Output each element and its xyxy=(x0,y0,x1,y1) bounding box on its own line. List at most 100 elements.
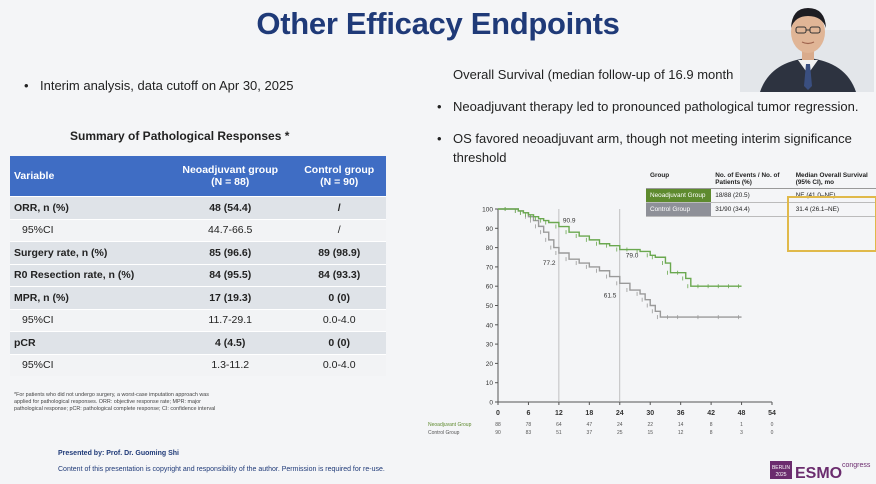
header-control: Control group (N = 90) xyxy=(292,156,386,197)
bullet-regression: Neoadjuvant therapy led to pronounced pa… xyxy=(437,99,858,114)
risk-count: 22 xyxy=(647,422,653,428)
header-neo-label: Neoadjuvant group xyxy=(182,164,279,176)
header-ctl-n: (N = 90) xyxy=(320,176,359,188)
risk-count: 14 xyxy=(678,422,684,428)
header-ctl-label: Control group xyxy=(304,164,375,176)
risk-count: 12 xyxy=(678,430,684,436)
risk-count: 3 xyxy=(740,430,743,436)
risk-count: 1 xyxy=(740,422,743,428)
y-tick-label: 90 xyxy=(486,226,494,233)
header-neo-n: (N = 88) xyxy=(211,176,250,188)
survival-annotation: 61.5 xyxy=(604,292,617,299)
y-tick-label: 50 xyxy=(486,303,494,310)
row-ctl-value: 0.0-4.0 xyxy=(292,308,386,332)
y-tick-label: 70 xyxy=(486,264,494,271)
row-neo-value: 1.3-11.2 xyxy=(168,353,293,376)
risk-count: 15 xyxy=(647,430,653,436)
y-tick-label: 0 xyxy=(489,400,493,407)
logo-city: BERLIN xyxy=(772,465,790,471)
row-ctl-value: 84 (93.3) xyxy=(292,263,386,287)
legend-median-neo: NE (41.0–NE) xyxy=(791,188,876,203)
row-label: pCR xyxy=(10,331,168,354)
risk-count: 64 xyxy=(556,422,562,428)
risk-count: 0 xyxy=(771,422,774,428)
y-tick-label: 40 xyxy=(486,322,494,329)
legend-events-neo: 18/88 (20.5) xyxy=(711,188,792,203)
logo-esmo: ESMO xyxy=(795,465,842,482)
row-ctl-value: 0 (0) xyxy=(292,286,386,309)
risk-count: 24 xyxy=(617,422,623,428)
row-label: 95%CI xyxy=(10,353,168,376)
x-tick-label: 54 xyxy=(768,410,776,417)
row-neo-value: 17 (19.3) xyxy=(168,286,293,309)
row-neo-value: 48 (54.4) xyxy=(168,196,293,219)
legend-median-ctl: 31.4 (26.1–NE) xyxy=(791,202,876,217)
legend-group-ctl: Control Group xyxy=(646,202,712,217)
risk-count: 83 xyxy=(526,430,532,436)
row-label: 95%CI xyxy=(10,218,168,242)
median-highlight-box xyxy=(787,196,876,252)
risk-count: 78 xyxy=(526,422,532,428)
y-tick-label: 30 xyxy=(486,342,494,349)
risk-count: 47 xyxy=(587,422,593,428)
y-tick-label: 60 xyxy=(486,284,494,291)
risk-count: 8 xyxy=(710,430,713,436)
y-tick-label: 10 xyxy=(486,380,494,387)
row-ctl-value: / xyxy=(292,218,386,242)
pathological-response-table: Variable Neoadjuvant group (N = 88) Cont… xyxy=(10,156,386,376)
bullet-os-favored: OS favored neoadjuvant arm, though not m… xyxy=(437,131,852,146)
table-title: Summary of Pathological Responses * xyxy=(70,129,290,143)
x-tick-label: 36 xyxy=(677,410,685,417)
x-tick-label: 24 xyxy=(616,410,624,417)
risk-count: 51 xyxy=(556,430,562,436)
table-row: MPR, n (%) 17 (19.3) 0 (0) xyxy=(10,286,386,309)
km-curve xyxy=(498,208,742,287)
row-neo-value: 11.7-29.1 xyxy=(168,308,293,332)
table-row: pCR 4 (4.5) 0 (0) xyxy=(10,331,386,354)
row-ctl-value: 89 (98.9) xyxy=(292,241,386,264)
legend-row-neoadjuvant: Neoadjuvant Group 18/88 (20.5) NE (41.0–… xyxy=(646,188,876,203)
risk-count: 90 xyxy=(495,430,501,436)
survival-annotation: 77.2 xyxy=(543,260,556,267)
legend-header-group: Group xyxy=(646,170,712,189)
risk-count: 8 xyxy=(710,422,713,428)
x-tick-label: 6 xyxy=(526,410,530,417)
copyright-notice: Content of this presentation is copyrigh… xyxy=(58,466,385,473)
y-tick-label: 80 xyxy=(486,245,494,252)
x-tick-label: 12 xyxy=(555,410,563,417)
legend-header-events: No. of Events / No. of Patients (%) xyxy=(711,170,792,189)
x-tick-label: 18 xyxy=(585,410,593,417)
row-label: R0 Resection rate, n (%) xyxy=(10,263,168,287)
table-row: 95%CI 11.7-29.1 0.0-4.0 xyxy=(10,308,386,332)
risk-count: 37 xyxy=(587,430,593,436)
table-row: 95%CI 1.3-11.2 0.0-4.0 xyxy=(10,353,386,376)
bullet-interim: Interim analysis, data cutoff on Apr 30,… xyxy=(24,78,293,93)
table-row: 95%CI 44.7-66.5 / xyxy=(10,218,386,242)
survival-annotation: 90.9 xyxy=(563,218,576,225)
esmo-congress-logo: BERLIN 2025 ESMO congress xyxy=(770,461,871,482)
risk-row-label: Neoadjuvant Group xyxy=(428,422,472,428)
row-label: ORR, n (%) xyxy=(10,196,168,219)
legend-header-median: Median Overall Survival (95% CI), mo xyxy=(791,170,876,189)
logo-year: 2025 xyxy=(775,472,786,478)
presented-by: Presented by: Prof. Dr. Guoming Shi xyxy=(58,450,179,457)
x-tick-label: 42 xyxy=(707,410,715,417)
header-neoadjuvant: Neoadjuvant group (N = 88) xyxy=(168,156,293,197)
risk-count: 88 xyxy=(495,422,501,428)
survival-annotation: 79.0 xyxy=(626,253,639,260)
slide-title: Other Efficacy Endpoints xyxy=(256,6,620,41)
risk-count: 0 xyxy=(771,430,774,436)
row-neo-value: 85 (96.6) xyxy=(168,241,293,264)
risk-row-label: Control Group xyxy=(428,430,460,436)
row-neo-value: 4 (4.5) xyxy=(168,331,293,354)
legend-group-neo: Neoadjuvant Group xyxy=(646,188,712,203)
x-tick-label: 0 xyxy=(496,410,500,417)
row-ctl-value: / xyxy=(292,196,386,219)
row-ctl-value: 0.0-4.0 xyxy=(292,353,386,376)
logo-congress: congress xyxy=(842,462,871,469)
bullet-os: Overall Survival (median follow-up of 16… xyxy=(453,67,740,82)
km-legend-table: Group No. of Events / No. of Patients (%… xyxy=(646,170,876,217)
row-ctl-value: 0 (0) xyxy=(292,331,386,354)
km-survival-chart: 0 6 12 18 24 30 36 42 48 540102030405060708090100… xyxy=(428,207,776,437)
row-label: Surgery rate, n (%) xyxy=(10,241,168,264)
